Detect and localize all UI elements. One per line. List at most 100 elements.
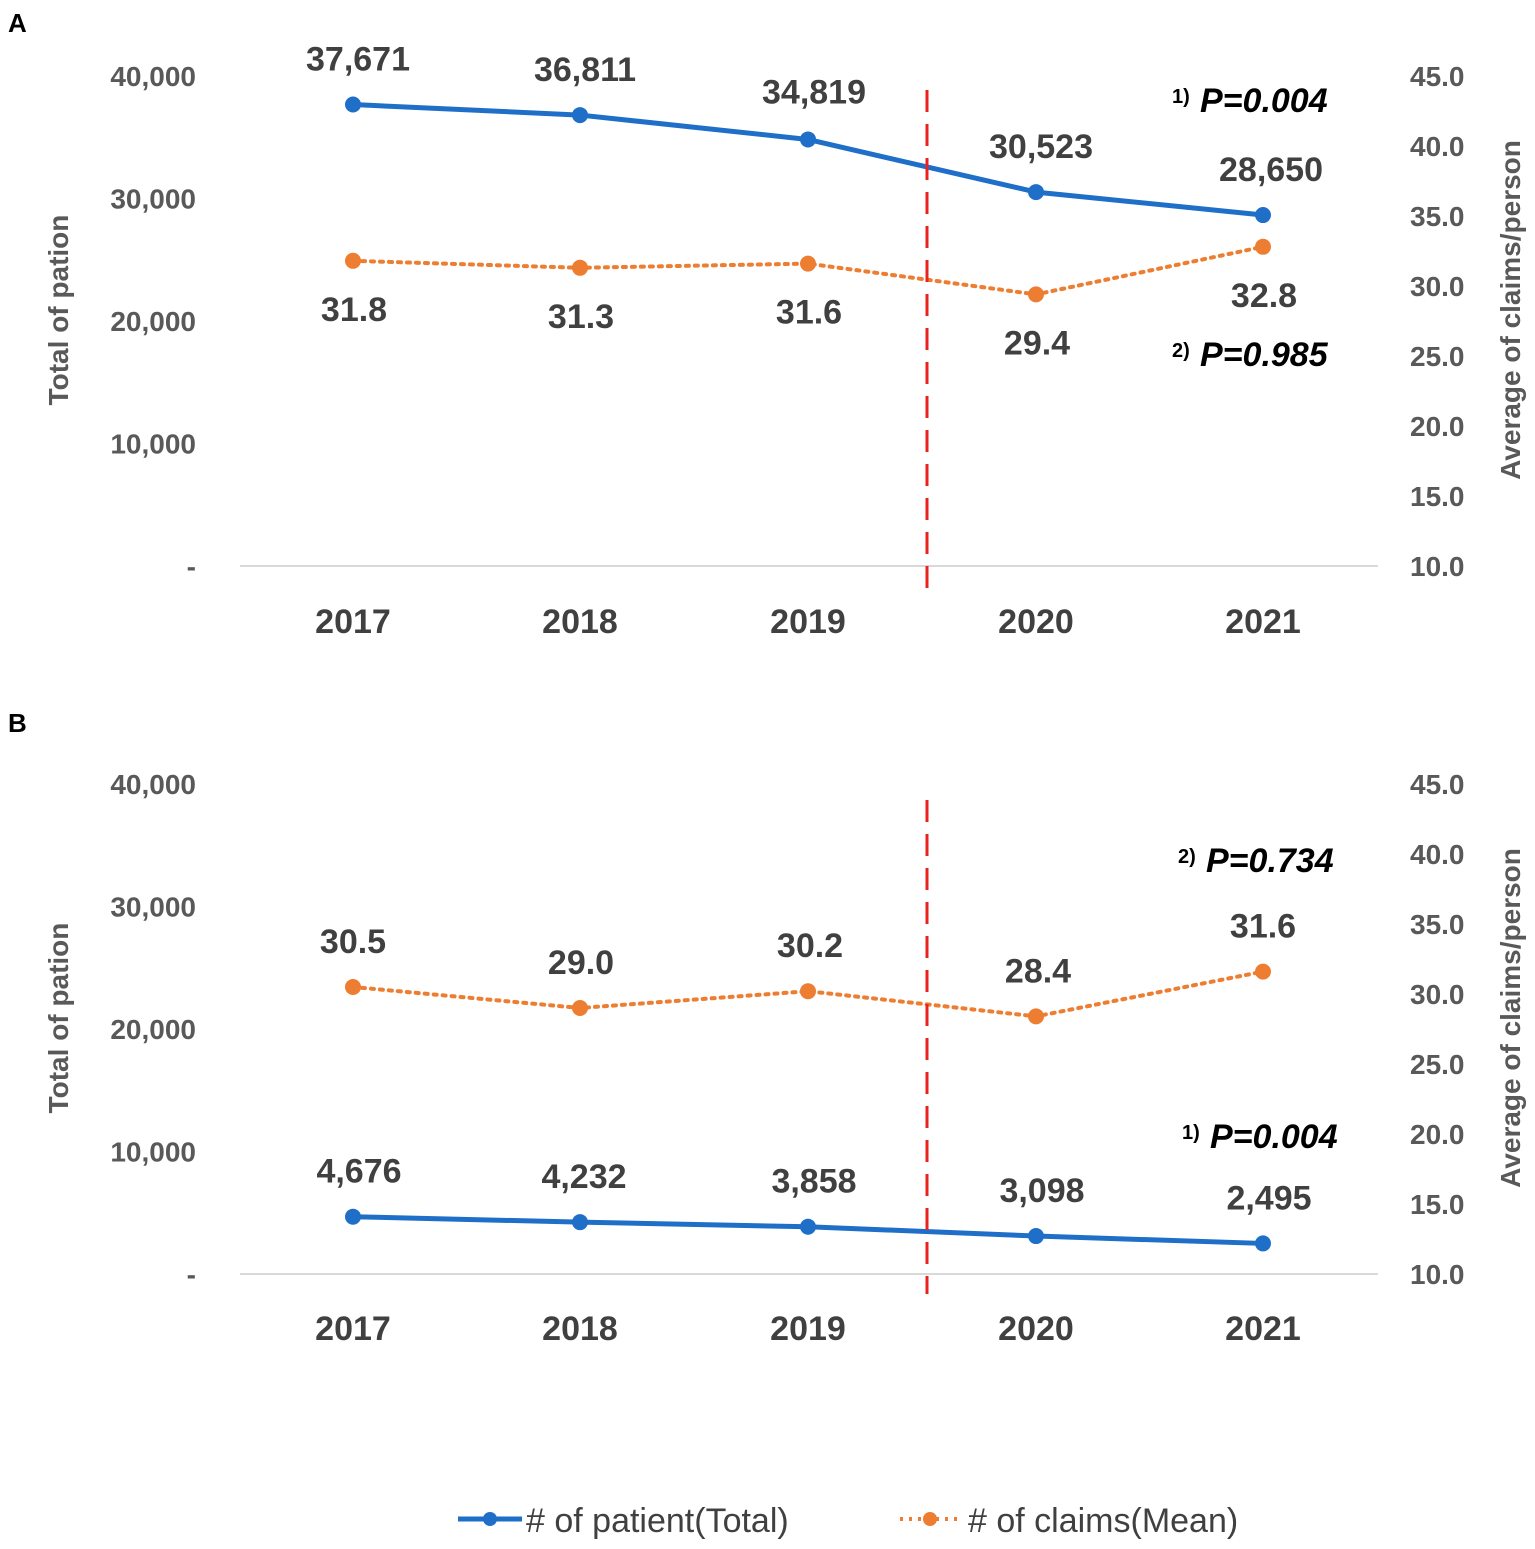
panel-b-y2-tick: 25.0 xyxy=(1410,1049,1465,1080)
panel-b-patients-point xyxy=(345,1208,361,1225)
panel-a-y2-tick: 45.0 xyxy=(1410,61,1465,92)
panel-b-patients-point xyxy=(1255,1235,1271,1252)
panel-b: B Total of pation Average of claims/pers… xyxy=(8,708,1526,1188)
panel-b-p-value-2-sup: 2) xyxy=(1178,846,1196,868)
panel-b-p-value-2: 2) P=0.734 xyxy=(1178,842,1334,880)
panel-a-claims-line xyxy=(351,244,1265,297)
panel-b-y2-axis-title: Average of claims/person xyxy=(1495,848,1526,1188)
panel-a-letter: A xyxy=(8,8,27,38)
panel-a-p-value-2: 2) P=0.985 xyxy=(1172,336,1329,374)
panel-a-patients-data-label: 36,811 xyxy=(534,51,636,89)
panel-a-y-tick: 30,000 xyxy=(110,184,196,215)
panel-a-y-tick: 10,000 xyxy=(110,429,196,460)
panel-b-y2-tick: 40.0 xyxy=(1410,839,1465,870)
panel-b-y2-tick: 15.0 xyxy=(1410,1189,1465,1220)
legend: # of patient(Total) # of claims(Mean) xyxy=(458,1502,1238,1540)
panel-a-y2-tick: 10.0 xyxy=(1410,551,1465,582)
panel-a-y2-axis-title: Average of claims/person xyxy=(1495,140,1526,480)
panel-b-claims-data-label: 30.5 xyxy=(320,923,386,961)
panel-a-x-tick: 2021 xyxy=(1225,603,1301,641)
legend-patients-marker xyxy=(483,1512,497,1526)
panel-a-plot: - 10,000 20,000 30,000 40,000 10.0 15.0 20.0 25.… xyxy=(110,41,1464,641)
panel-b-p-value-1-text: P=0.004 xyxy=(1210,1118,1338,1156)
panel-a-patients-data-label: 34,819 xyxy=(762,73,866,111)
panel-a-patients-data-label: 28,650 xyxy=(1219,151,1323,189)
panel-b-letter: B xyxy=(8,708,27,738)
panel-a-patients-point xyxy=(572,107,588,124)
panel-a-patients-point xyxy=(800,131,816,148)
panel-a-y-tick: - xyxy=(187,551,196,582)
panel-a-y2-tick: 35.0 xyxy=(1410,201,1465,232)
panel-a-y-tick: 40,000 xyxy=(110,61,196,92)
panel-a-patients-data-label: 30,523 xyxy=(989,128,1093,166)
panel-a-claims-data-label: 31.3 xyxy=(548,298,614,336)
panel-b-y-tick: 20,000 xyxy=(110,1014,196,1045)
panel-a-x-tick: 2018 xyxy=(542,603,618,641)
panel-a-y2-tick: 30.0 xyxy=(1410,271,1465,302)
panel-b-y2-tick: 35.0 xyxy=(1410,909,1465,940)
panel-b-x-tick: 2017 xyxy=(315,1310,391,1348)
panel-a-y-axis-title: Total of pation xyxy=(43,215,74,406)
legend-patients-label: # of patient(Total) xyxy=(526,1502,789,1540)
panel-a-patients-point xyxy=(1255,207,1271,224)
panel-a-p-value-2-sup: 2) xyxy=(1172,340,1190,362)
panel-a-x-tick: 2019 xyxy=(770,603,846,641)
panel-b-y-tick: - xyxy=(187,1259,196,1290)
legend-claims-label: # of claims(Mean) xyxy=(968,1502,1238,1540)
panel-b-patients-data-label: 4,676 xyxy=(316,1153,401,1191)
panel-a-p-value-1-text: P=0.004 xyxy=(1200,82,1328,120)
panel-b-claims-point xyxy=(572,1000,588,1016)
panel-b-x-tick: 2019 xyxy=(770,1310,846,1348)
panel-b-claims-data-label: 30.2 xyxy=(777,927,843,965)
panel-a-patients-point xyxy=(1028,184,1044,201)
panel-b-claims-point xyxy=(1028,1008,1044,1025)
panel-b-patients-data-label: 2,495 xyxy=(1226,1179,1311,1217)
panel-b-claims-line xyxy=(351,969,1265,1019)
panel-a-y-tick: 20,000 xyxy=(110,306,196,337)
panel-a-patients-data-label: 37,671 xyxy=(306,41,410,79)
panel-b-claims-data-label: 29.0 xyxy=(548,944,614,982)
panel-b-y2-tick: 10.0 xyxy=(1410,1259,1465,1290)
panel-b-y-axis-title: Total of pation xyxy=(43,923,74,1114)
panel-a-claims-point xyxy=(572,259,588,276)
panel-a-claims-point xyxy=(800,255,816,272)
panel-b-p-value-2-text: P=0.734 xyxy=(1206,842,1334,880)
panel-b-p-value-1: 1) P=0.004 xyxy=(1182,1118,1338,1156)
legend-claims-marker xyxy=(923,1512,937,1526)
panel-a-p-value-1: 1) P=0.004 xyxy=(1172,82,1328,120)
panel-b-patients-point xyxy=(800,1218,816,1235)
panel-b-claims-data-label: 28.4 xyxy=(1005,952,1071,990)
panel-b-claims-point xyxy=(1255,963,1271,980)
panel-b-patients-data-label: 4,232 xyxy=(541,1158,626,1196)
panel-b-claims-point xyxy=(800,983,816,1000)
panel-a-x-tick: 2017 xyxy=(315,603,391,641)
panel-b-x-tick: 2018 xyxy=(542,1310,618,1348)
panel-b-y-tick: 10,000 xyxy=(110,1137,196,1168)
panel-a-y2-tick: 20.0 xyxy=(1410,411,1465,442)
panel-b-plot: - 10,000 20,000 30,000 40,000 10.0 15.0 20.0 25.… xyxy=(110,769,1464,1348)
panel-b-patients-data-label: 3,858 xyxy=(771,1163,856,1201)
panel-b-patients-point xyxy=(572,1214,588,1231)
panel-b-y-tick: 40,000 xyxy=(110,769,196,800)
panel-a-p-value-2-text: P=0.985 xyxy=(1200,336,1329,374)
panel-b-y2-tick: 45.0 xyxy=(1410,769,1465,800)
panel-b-x-tick: 2021 xyxy=(1225,1310,1301,1348)
panel-a-claims-data-label: 31.6 xyxy=(776,294,842,332)
panel-a-x-tick: 2020 xyxy=(998,603,1074,641)
panel-b-p-value-1-sup: 1) xyxy=(1182,1122,1200,1144)
panel-a-claims-point xyxy=(345,252,361,269)
panel-b-y2-tick: 20.0 xyxy=(1410,1119,1465,1150)
panel-b-patients-point xyxy=(1028,1228,1044,1245)
panel-b-patients-data-label: 3,098 xyxy=(999,1172,1084,1210)
panel-b-y-tick: 30,000 xyxy=(110,892,196,923)
panel-a: A Total of pation Average of claims/pers… xyxy=(8,8,1526,480)
panel-a-patients-point xyxy=(345,96,361,113)
panel-a-claims-data-label: 32.8 xyxy=(1231,277,1297,315)
panel-a-claims-data-label: 29.4 xyxy=(1004,324,1070,362)
panel-a-claims-data-label: 31.8 xyxy=(321,291,387,329)
panel-a-claims-point xyxy=(1028,286,1044,303)
panel-b-y2-tick: 30.0 xyxy=(1410,979,1465,1010)
panel-a-y2-tick: 25.0 xyxy=(1410,341,1465,372)
panel-a-p-value-1-sup: 1) xyxy=(1172,86,1190,108)
